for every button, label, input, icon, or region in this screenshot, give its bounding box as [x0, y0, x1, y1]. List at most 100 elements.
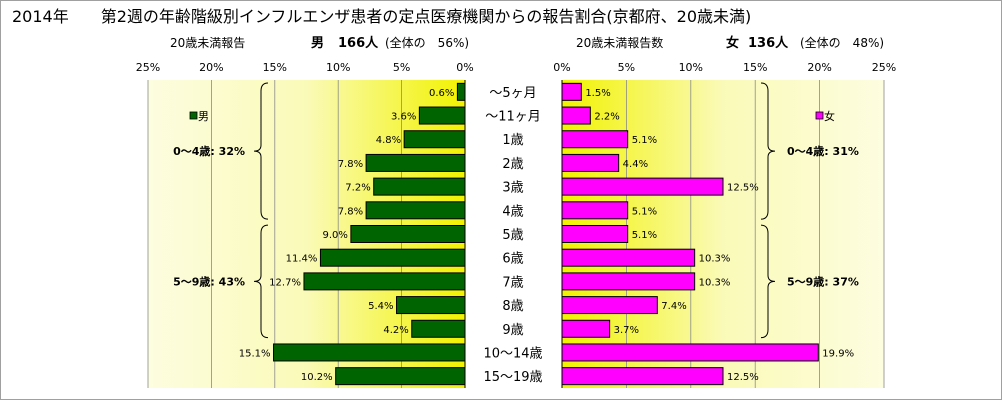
- data-label-female: 7.4%: [661, 301, 686, 312]
- brace-right: [760, 82, 776, 220]
- age-group-annotation-female: 5〜9歳: 37%: [787, 274, 859, 288]
- data-label-female: 10.3%: [699, 254, 731, 265]
- legend-female-label: 女: [824, 109, 835, 123]
- age-group-annotations: 0〜4歳: 32% 5〜9歳: 43% 0〜4歳: 31% 5〜9歳: 37%: [173, 82, 859, 339]
- left-header-share: (全体の 56%): [385, 35, 469, 50]
- bar-male: [396, 296, 466, 315]
- legend-male-label: 男: [198, 110, 209, 123]
- bar-female: [561, 82, 582, 101]
- bar-male: [350, 225, 466, 243]
- data-label-male: 4.8%: [376, 135, 401, 146]
- bar-female: [561, 272, 696, 291]
- x-tick-label-left: 15%: [263, 61, 287, 74]
- category-label: 1歳: [502, 133, 523, 148]
- age-group-annotation-male: 5〜9歳: 43%: [173, 274, 245, 288]
- age-group-annotation-male: 0〜4歳: 32%: [173, 144, 245, 158]
- bar-male: [335, 367, 466, 386]
- data-labels: 0.6% 1.5% 3.6% 2.2% 4.8% 5.1% 7.8% 4.4% 7.2% 12.5…: [239, 88, 854, 383]
- brace-left: [253, 82, 269, 220]
- legend-female-swatch: [815, 111, 824, 120]
- data-label-female: 1.5%: [585, 88, 610, 99]
- data-label-female: 10.3%: [699, 277, 731, 288]
- bar-male: [365, 201, 466, 220]
- x-tick-label-left: 10%: [326, 61, 350, 74]
- category-label: 3歳: [502, 181, 523, 196]
- data-label-female: 19.9%: [822, 348, 854, 359]
- data-label-female: 5.1%: [632, 206, 657, 217]
- category-labels: 〜5ヶ月〜11ヶ月 1歳 2歳 3歳 4歳 5歳 6歳 7歳 8歳 9歳 10〜14歳 15〜19歳: [483, 86, 542, 385]
- brace-left: [253, 224, 269, 339]
- right-header-label: 20歳未満報告数: [576, 35, 663, 50]
- bar-male: [373, 177, 466, 196]
- x-tick-label-right: 25%: [872, 61, 896, 74]
- left-header-label: 20歳未満報告: [170, 36, 245, 50]
- bar-male: [411, 319, 466, 338]
- bar-female: [561, 248, 696, 267]
- bar-male: [273, 343, 466, 362]
- bar-male: [303, 272, 466, 291]
- bar-male: [403, 130, 466, 149]
- category-label: 10〜14歳: [483, 346, 542, 361]
- bar-male: [365, 153, 466, 172]
- x-tick-label-right: 20%: [807, 61, 831, 74]
- x-tick-label-right: 0%: [553, 61, 570, 74]
- bar-female: [561, 106, 591, 125]
- bars: [273, 82, 819, 386]
- data-label-female: 5.1%: [632, 135, 657, 146]
- data-label-female: 5.1%: [632, 230, 657, 241]
- left-header-count: 166人: [338, 35, 379, 51]
- data-label-male: 0.6%: [429, 88, 454, 99]
- data-label-male: 7.8%: [338, 206, 363, 217]
- axis-tick-labels: 25% 25% 20% 20% 15% 15% 10% 10% 5% 5% 0% 0%: [136, 61, 896, 74]
- legend-male: 男: [189, 110, 209, 123]
- data-label-male: 12.7%: [269, 277, 301, 288]
- data-label-female: 3.7%: [614, 325, 639, 336]
- data-label-female: 12.5%: [727, 183, 759, 194]
- category-label: 6歳: [502, 252, 523, 267]
- bar-female: [561, 319, 611, 338]
- data-label-female: 12.5%: [727, 372, 759, 383]
- bar-female: [561, 153, 620, 172]
- bar-female: [561, 130, 629, 149]
- data-label-male: 5.4%: [368, 301, 393, 312]
- bar-female: [561, 201, 629, 220]
- category-label: 4歳: [502, 204, 523, 219]
- right-header-count: 136人: [748, 35, 789, 51]
- bar-female: [561, 367, 724, 386]
- category-label: 8歳: [502, 299, 523, 314]
- bar-male: [319, 248, 466, 267]
- x-tick-label-left: 5%: [393, 61, 410, 74]
- left-header-gender: 男: [311, 36, 324, 51]
- bar-female: [561, 296, 658, 315]
- category-label: 9歳: [502, 323, 523, 338]
- category-label: 2歳: [502, 157, 523, 172]
- x-tick-label-left: 20%: [199, 61, 223, 74]
- x-tick-label-left: 0%: [456, 61, 473, 74]
- data-label-female: 4.4%: [623, 159, 648, 170]
- x-tick-label-right: 5%: [618, 61, 635, 74]
- right-header-share: (全体の 48%): [800, 35, 884, 50]
- data-label-male: 3.6%: [391, 112, 416, 123]
- data-label-male: 4.2%: [383, 325, 408, 336]
- category-label: 〜11ヶ月: [485, 110, 541, 125]
- data-label-male: 7.8%: [338, 159, 363, 170]
- legend-male-swatch: [189, 111, 198, 120]
- bar-female: [561, 343, 819, 362]
- data-label-male: 10.2%: [301, 372, 333, 383]
- category-label: 7歳: [502, 275, 523, 290]
- data-label-male: 9.0%: [322, 230, 347, 241]
- category-label: 5歳: [502, 228, 523, 243]
- x-tick-label-right: 15%: [743, 61, 767, 74]
- bar-male: [456, 82, 466, 101]
- category-label: 15〜19歳: [483, 370, 542, 385]
- age-group-annotation-female: 0〜4歳: 31%: [787, 144, 859, 158]
- bar-male: [418, 106, 466, 125]
- legend-female: 女: [815, 109, 835, 123]
- chart-title: 2014年 第2週の年齢階級別インフルエンザ患者の定点医療機関からの報告割合(京…: [12, 7, 751, 26]
- data-label-male: 7.2%: [345, 183, 370, 194]
- x-tick-label-right: 10%: [679, 61, 703, 74]
- data-label-male: 11.4%: [286, 254, 318, 265]
- bar-female: [561, 177, 724, 196]
- bar-female: [561, 225, 629, 243]
